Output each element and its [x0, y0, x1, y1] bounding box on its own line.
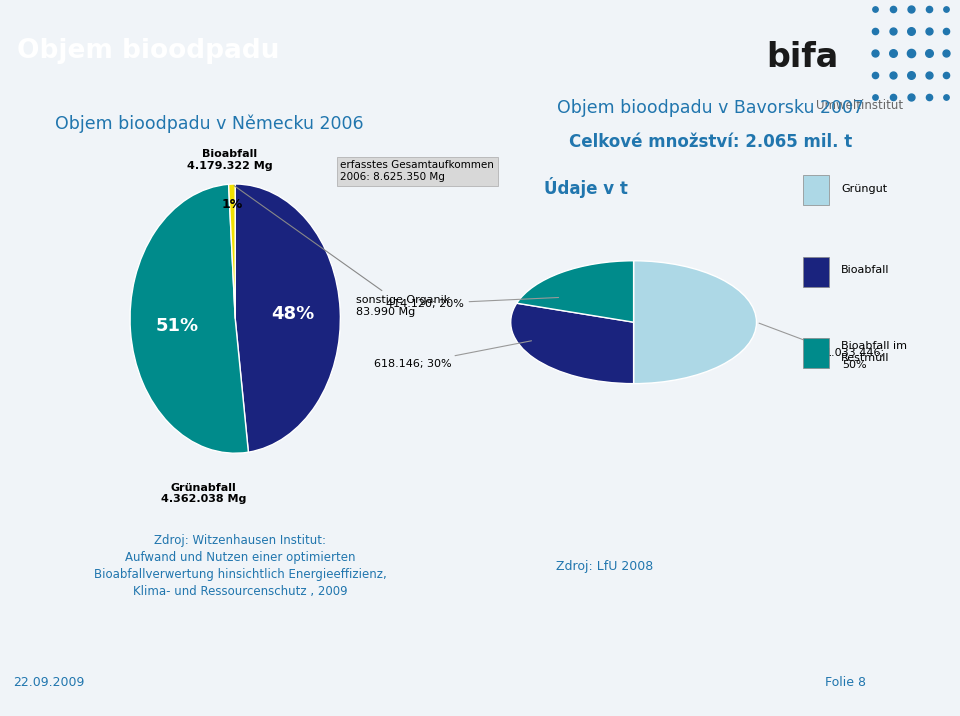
Text: Zdroj: LfU 2008: Zdroj: LfU 2008	[556, 560, 654, 573]
Text: Celkové množství: 2.065 mil. t: Celkové množství: 2.065 mil. t	[568, 133, 852, 151]
Wedge shape	[130, 184, 249, 453]
Text: bifa: bifa	[767, 42, 839, 74]
Text: 414.120; 20%: 414.120; 20%	[386, 297, 559, 309]
Bar	[803, 339, 829, 368]
Text: Grünabfall
4.362.038 Mg: Grünabfall 4.362.038 Mg	[161, 483, 247, 505]
Text: 618.146; 30%: 618.146; 30%	[373, 341, 532, 369]
Text: Grüngut: Grüngut	[841, 184, 887, 194]
Text: Bioabfall im
Restmüll: Bioabfall im Restmüll	[841, 342, 907, 363]
Text: Bioabfall: Bioabfall	[841, 266, 890, 276]
Text: 48%: 48%	[272, 305, 315, 323]
Text: Zdroj: Witzenhausen Institut:
Aufwand und Nutzen einer optimierten
Bioabfallverw: Zdroj: Witzenhausen Institut: Aufwand un…	[94, 534, 386, 599]
Text: 1%: 1%	[222, 198, 243, 211]
Text: Folie 8: Folie 8	[826, 676, 866, 690]
Wedge shape	[516, 261, 634, 322]
Text: 51%: 51%	[156, 316, 199, 334]
Text: Objem bioodpadu v Bavorsku 2007: Objem bioodpadu v Bavorsku 2007	[557, 99, 864, 117]
Text: 1.033.446;
50%: 1.033.446; 50%	[759, 323, 885, 370]
Wedge shape	[634, 261, 756, 384]
Text: 22.09.2009: 22.09.2009	[13, 676, 84, 690]
Text: sonstige Organik
83.990 Mg: sonstige Organik 83.990 Mg	[234, 185, 450, 316]
Text: Umweltinstitut: Umweltinstitut	[816, 100, 902, 112]
Wedge shape	[228, 184, 235, 319]
Text: erfasstes Gesamtaufkommen
2006: 8.625.350 Mg: erfasstes Gesamtaufkommen 2006: 8.625.35…	[341, 160, 494, 182]
Wedge shape	[235, 184, 341, 453]
Text: Údaje v t: Údaje v t	[543, 178, 628, 198]
Bar	[803, 175, 829, 205]
Text: Objem bioodpadu v Německu 2006: Objem bioodpadu v Německu 2006	[55, 115, 363, 132]
Bar	[803, 257, 829, 286]
Text: Bioabfall
4.179.322 Mg: Bioabfall 4.179.322 Mg	[187, 149, 273, 170]
Text: Objem bioodpadu: Objem bioodpadu	[16, 38, 279, 64]
Wedge shape	[511, 303, 634, 384]
